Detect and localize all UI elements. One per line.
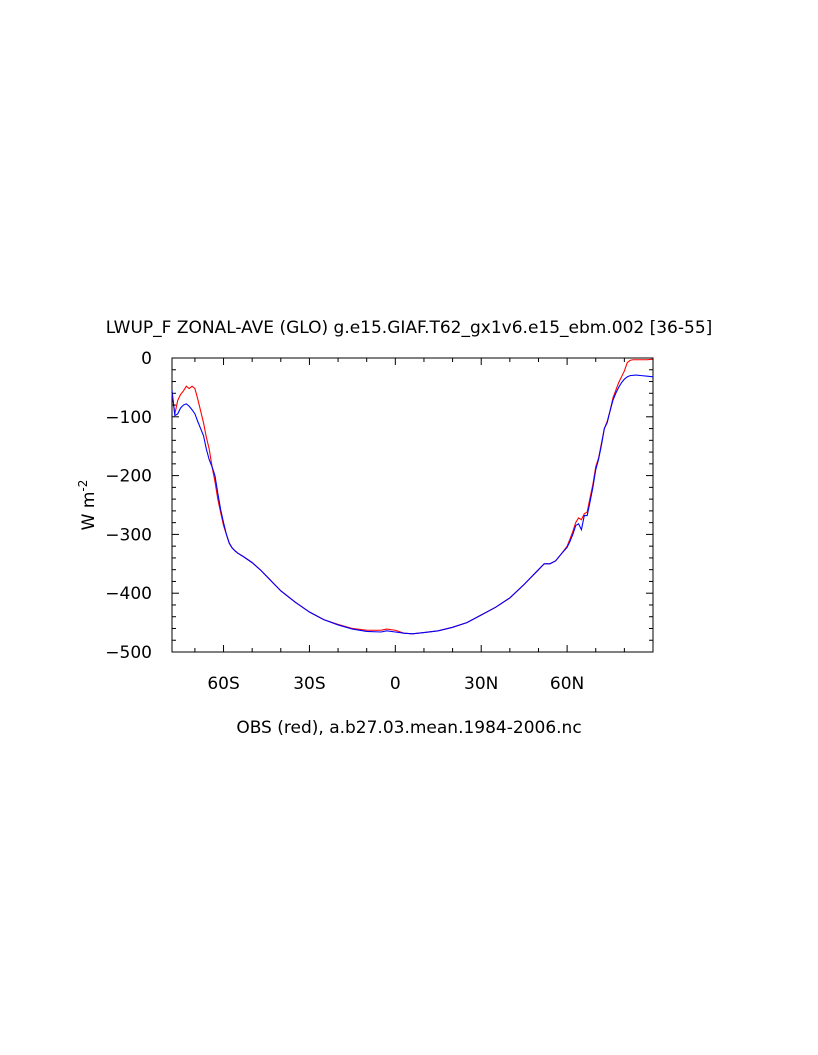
plot-frame [171, 357, 654, 653]
x-tick-label: 60N [550, 674, 584, 694]
y-tick-label: −500 [105, 643, 152, 663]
y-axis-label: W m-2 [76, 480, 99, 531]
series-line-blue [171, 374, 654, 635]
x-axis-label: OBS (red), a.b27.03.mean.1984-2006.nc [236, 718, 581, 738]
series-line-red [171, 358, 654, 635]
plot-area [171, 357, 654, 653]
y-axis-label-text: W m [79, 492, 99, 531]
chart-title: LWUP_F ZONAL-AVE (GLO) g.e15.GIAF.T62_gx… [106, 318, 713, 338]
x-tick-label: 30N [464, 674, 498, 694]
y-tick-label: −200 [105, 467, 152, 487]
x-tick-label: 0 [390, 674, 401, 694]
y-tick-label: −300 [105, 525, 152, 545]
series-layer [171, 358, 654, 635]
x-tick-label: 30S [293, 674, 325, 694]
y-axis: 0 −100 −200 −300 −400 −500 [105, 349, 653, 663]
x-tick-label: 60S [207, 674, 239, 694]
y-tick-label: 0 [141, 349, 152, 369]
y-tick-label: −100 [105, 408, 152, 428]
y-axis-label-exponent: -2 [76, 480, 90, 492]
y-tick-label: −400 [105, 584, 152, 604]
x-axis: 60S 30S 0 30N 60N [194, 358, 654, 694]
